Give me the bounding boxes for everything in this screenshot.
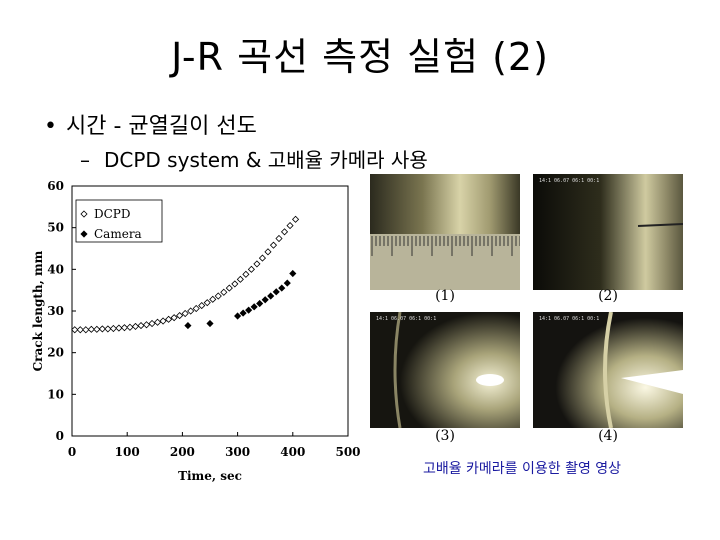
dcpd-point (98, 325, 106, 333)
crack-tip-photo-icon (533, 312, 683, 428)
y-tick-label: 0 (56, 429, 64, 443)
photo-timestamp-2: 14:1 06.07 06:1 00:1 (539, 178, 600, 184)
bullet-time-crack: • 시간 - 균열길이 선도 (44, 108, 257, 140)
dcpd-point (286, 222, 294, 230)
dcpd-point (176, 312, 184, 320)
camera-point (250, 303, 258, 311)
dcpd-point (142, 321, 151, 329)
y-axis-label: Crack length, mm (31, 250, 45, 371)
dcpd-point (264, 248, 272, 256)
camera-point (206, 319, 214, 328)
camera-image-4: 14:1 06.07 06:1 00:1 (533, 312, 683, 428)
x-tick-label: 300 (225, 445, 250, 459)
dcpd-point (187, 307, 195, 315)
camera-image-3: 14:1 06.07 06:1 00:1 (370, 312, 520, 428)
camera-point (245, 306, 253, 314)
bullet1-text: 시간 - 균열길이 선도 (66, 114, 257, 139)
dcpd-point (198, 302, 206, 310)
x-tick-label: 500 (335, 445, 360, 459)
dcpd-point (269, 241, 278, 249)
dcpd-point (214, 292, 222, 300)
photo-caption: 고배율 카메라를 이용한 촬영 영상 (422, 461, 622, 477)
dcpd-point (76, 326, 84, 334)
y-tick-label: 30 (47, 304, 64, 318)
camera-point (289, 269, 297, 278)
dcpd-point (209, 295, 217, 303)
dcpd-point (131, 322, 140, 330)
dcpd-point (109, 324, 117, 333)
camera-point (184, 322, 192, 330)
legend-box (75, 199, 163, 243)
photo-label-2: (2) (598, 288, 618, 304)
photo-timestamp-4: 14:1 06.07 06:1 00:1 (539, 316, 600, 322)
sub-bullet-dcpd: – DCPD system & 고배율 카메라 사용 (80, 144, 428, 173)
photo-label-3: (3) (435, 428, 455, 444)
dcpd-point (258, 254, 267, 262)
dcpd-point (115, 324, 123, 332)
legend-marker (80, 210, 88, 218)
dcpd-point (253, 260, 261, 268)
x-tick-label: 0 (68, 445, 76, 459)
photo-label-4: (4) (598, 428, 618, 444)
x-tick-label: 200 (170, 445, 195, 459)
dcpd-point (82, 326, 90, 334)
camera-image-1 (370, 174, 520, 290)
bullet2-text: DCPD system & 고배율 카메라 사용 (104, 148, 428, 172)
dcpd-point (242, 270, 250, 278)
photo-label-1: (1) (435, 288, 455, 304)
dcpd-point (71, 326, 79, 334)
ruler-crack-photo-icon (370, 174, 520, 290)
dcpd-point (181, 309, 189, 318)
crack-tip-photo-icon (370, 312, 520, 428)
dcpd-point (291, 215, 300, 223)
dcpd-point (126, 323, 134, 331)
x-tick-label: 400 (280, 445, 305, 459)
camera-image-2: 14:1 06.07 06:1 00:1 (533, 174, 683, 290)
legend-marker (80, 230, 88, 238)
dcpd-point (225, 284, 233, 292)
photo-timestamp-3: 14:1 06.07 06:1 00:1 (376, 316, 437, 322)
crack-length-chart: 0 100 200 300 400 500 0 10 20 30 40 50 60 Time, sec Cr… (31, 179, 360, 483)
dcpd-point (220, 288, 228, 296)
camera-point (267, 292, 275, 300)
dcpd-point (165, 315, 173, 323)
camera-point (234, 312, 242, 320)
dcpd-point (203, 299, 211, 307)
y-tick-label: 20 (47, 346, 64, 360)
dcpd-point (236, 275, 244, 283)
dcpd-point (247, 265, 255, 273)
dcpd-point (275, 234, 283, 243)
x-axis-label: Time, sec (178, 469, 242, 483)
camera-point (278, 284, 286, 292)
legend-label: DCPD (94, 207, 131, 221)
dcpd-point (280, 228, 289, 236)
dcpd-point (120, 324, 129, 332)
dcpd-point (159, 317, 167, 325)
x-tick-label: 100 (115, 445, 140, 459)
y-tick-label: 60 (47, 179, 64, 193)
crack-tip-photo-icon (533, 174, 683, 290)
dcpd-point (137, 322, 145, 330)
y-tick-label: 40 (47, 262, 64, 276)
dcpd-point (148, 319, 156, 328)
dcpd-point (231, 280, 239, 288)
camera-point (256, 299, 264, 308)
camera-point (283, 279, 291, 287)
dcpd-point (170, 314, 178, 322)
slide-title: J-R 곡선 측정 실험 (2) (171, 35, 549, 79)
dcpd-point (104, 325, 112, 333)
dash-icon: – (80, 148, 90, 172)
y-tick-label: 50 (47, 221, 64, 235)
camera-point (261, 296, 269, 304)
bullet-dot-icon: • (44, 114, 57, 139)
dcpd-point (93, 325, 101, 333)
dcpd-point (153, 318, 162, 326)
dcpd-point (87, 325, 95, 333)
dcpd-point (192, 304, 200, 313)
camera-point (239, 309, 247, 317)
y-tick-label: 10 (47, 387, 64, 401)
legend-label: Camera (94, 227, 142, 241)
camera-point (272, 288, 280, 296)
